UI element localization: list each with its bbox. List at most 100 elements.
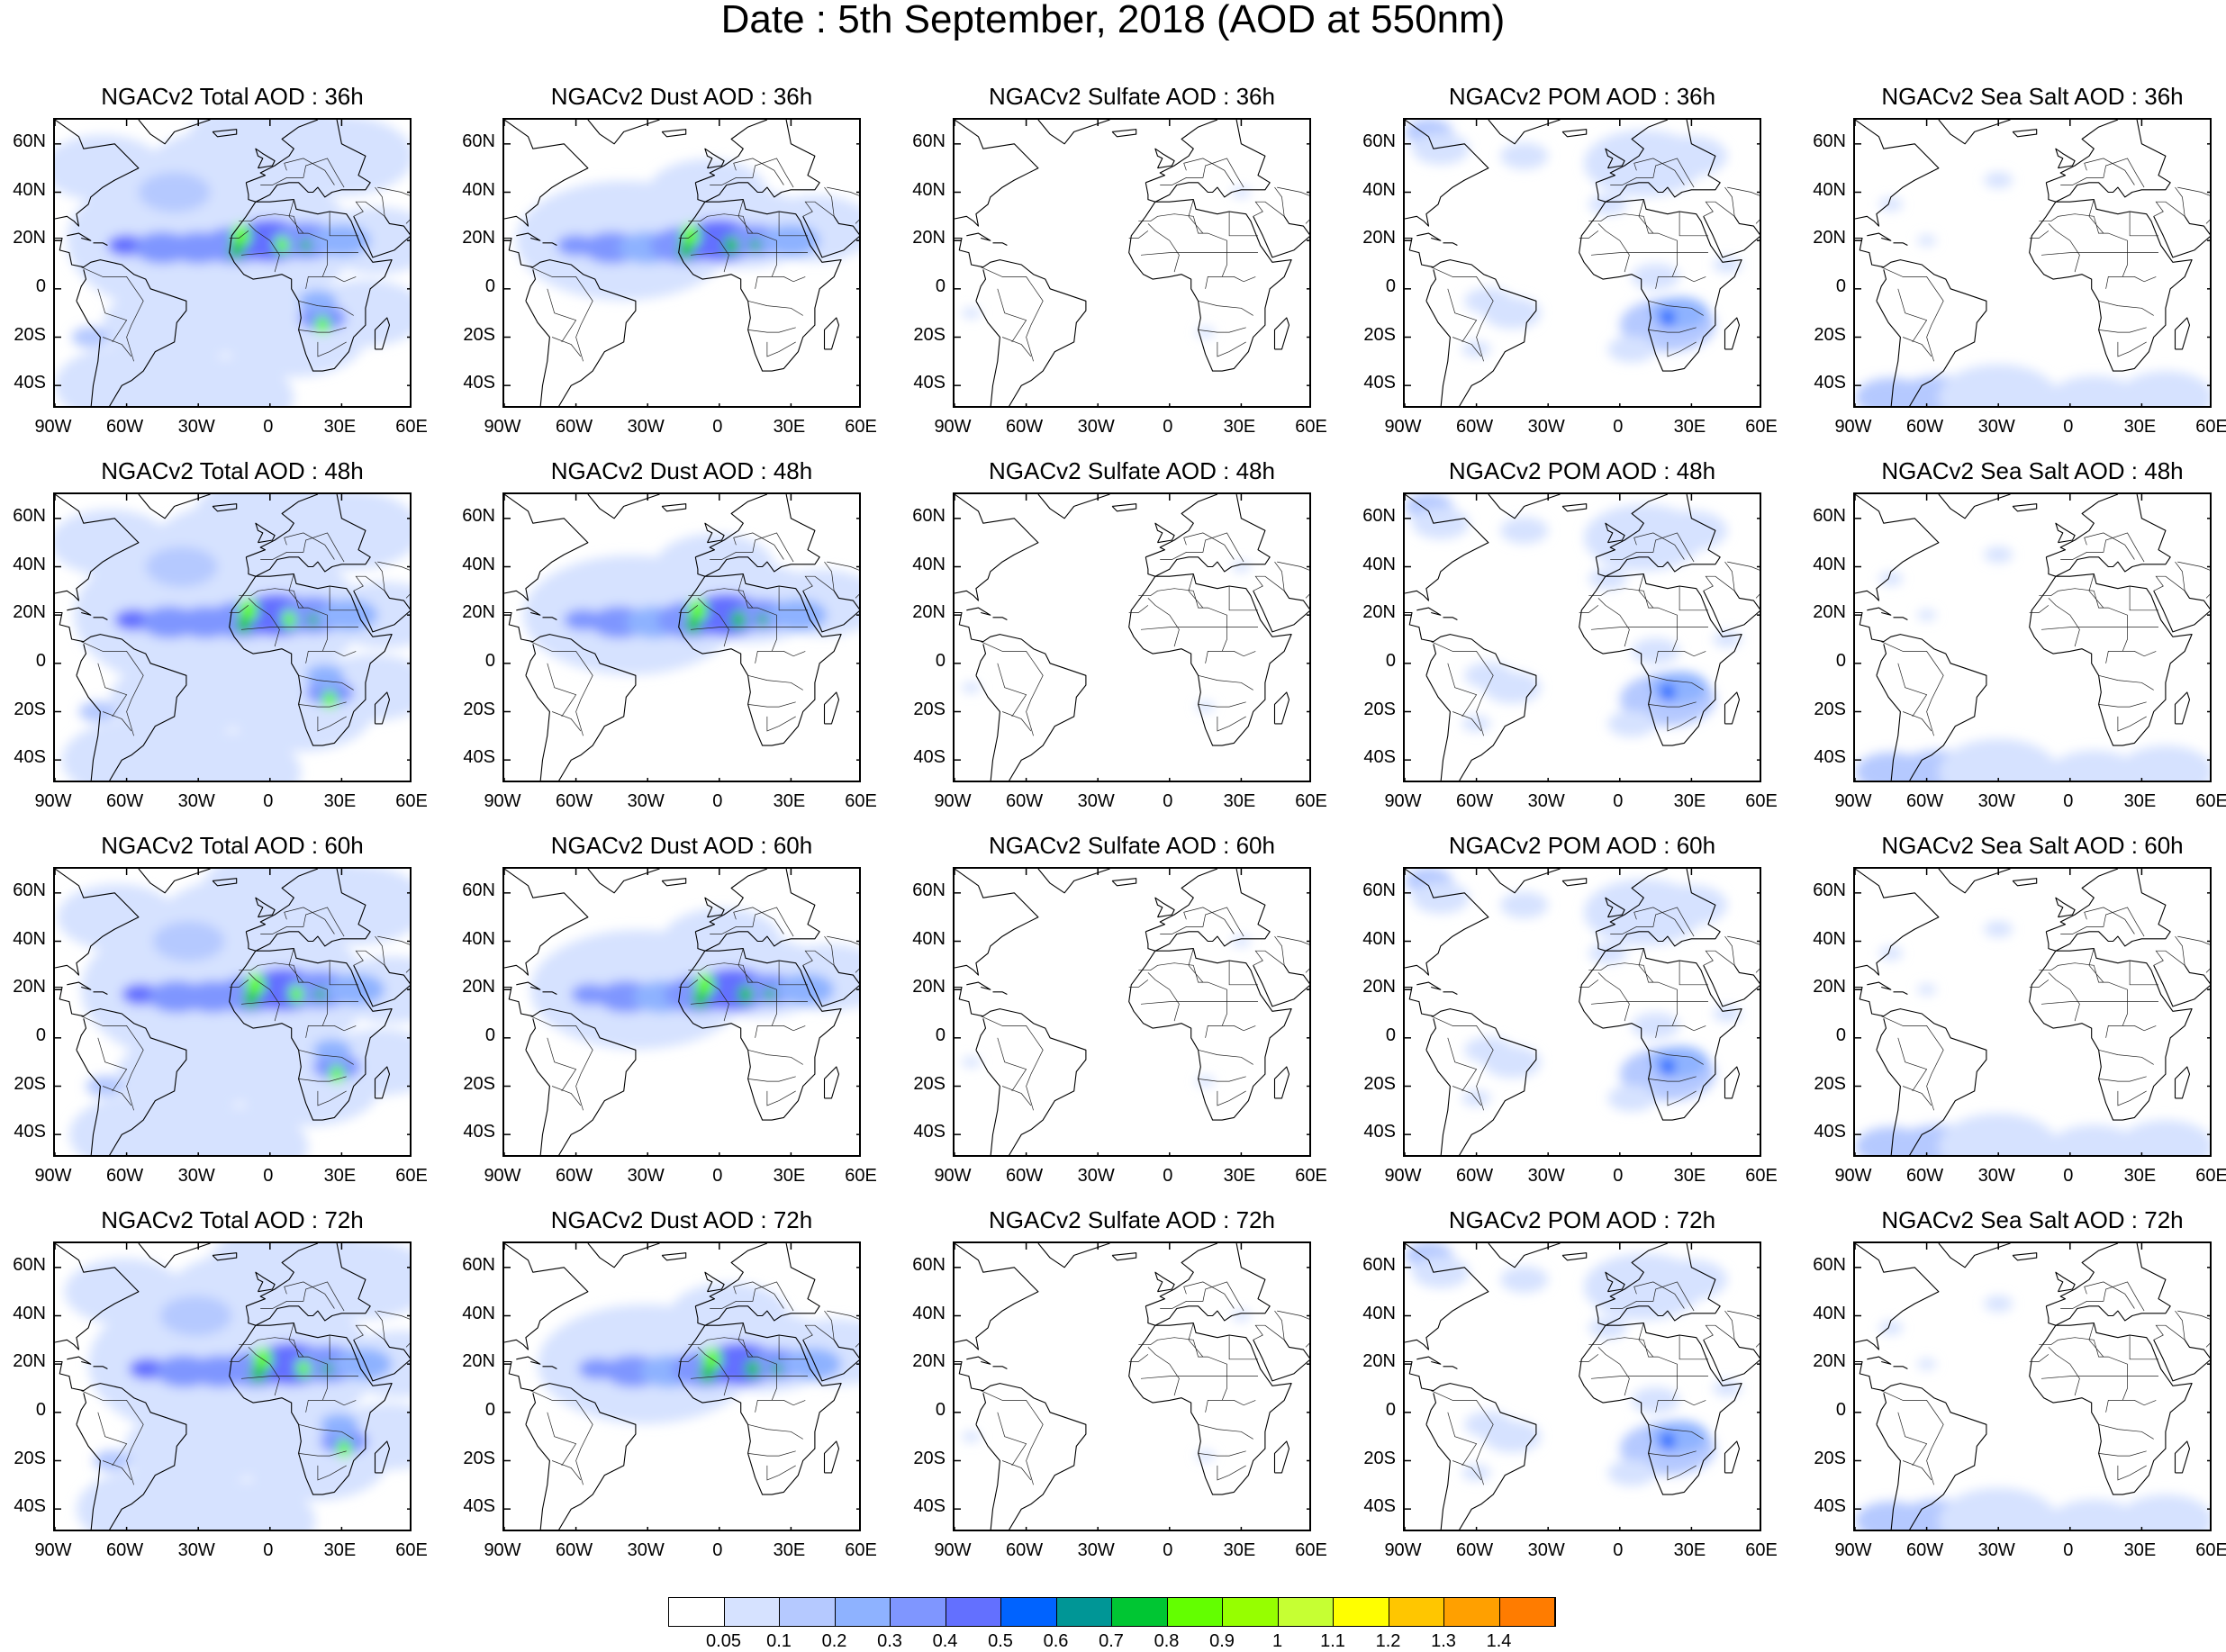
border-segment: [1452, 337, 1482, 357]
border-segment: [678, 605, 699, 613]
coastline-segment: [678, 573, 842, 746]
lat-tick-label: 40N: [912, 1303, 946, 1323]
aod-plume: [1984, 1295, 2013, 1312]
lon-tick-label: 60E: [845, 791, 877, 811]
border-segment: [305, 651, 357, 664]
coastline: [1405, 1243, 1760, 1530]
coastline-segment: [2012, 878, 2038, 887]
border-segment: [766, 1465, 796, 1481]
aod-hotspot: [688, 598, 708, 622]
aod-hotspot: [250, 1365, 266, 1383]
lon-tick-label: 0: [1613, 417, 1624, 437]
coastline-segment: [1154, 897, 1175, 918]
lon-tick-label: 60W: [556, 791, 593, 811]
map-panel: [53, 492, 412, 782]
lon-tick-label: 60W: [1456, 791, 1494, 811]
border-segment: [288, 948, 304, 983]
country-borders: [1881, 158, 2210, 362]
coastline-segment: [1416, 232, 1442, 241]
colorbar-swatch: [1444, 1598, 1500, 1626]
border-segment: [733, 1281, 784, 1309]
coastline-segment: [1855, 1360, 1987, 1530]
panel-title: NGACv2 Sulfate AOD : 60h: [989, 832, 1275, 859]
coastline-segment: [955, 986, 1087, 1155]
border-segment: [102, 337, 132, 357]
lon-tick-label: 30W: [1527, 1540, 1565, 1560]
coastline-segment: [1443, 617, 1458, 620]
aod-field: [55, 120, 410, 406]
border-segment: [298, 674, 354, 691]
coastline-segment: [1405, 1243, 1489, 1350]
coastline-segment: [975, 1393, 987, 1425]
lat-tick-label: 20N: [1813, 228, 1846, 248]
lat-tick-label: 20N: [912, 1351, 946, 1372]
coastline-segment: [695, 120, 768, 184]
border-segment: [710, 158, 794, 188]
border-segment: [2129, 961, 2158, 986]
map-panel: [953, 1241, 1311, 1531]
map-panel: [1853, 867, 2212, 1157]
lat-tick-label: 20S: [463, 1448, 495, 1468]
border-segment: [2105, 1025, 2157, 1038]
coastline-segment: [975, 301, 1000, 406]
coastline-segment: [525, 1393, 537, 1425]
coastline-segment: [1893, 242, 1908, 246]
lat-tick-label: 40N: [13, 928, 46, 949]
border-segment: [1205, 276, 1256, 289]
coastline-segment: [1488, 869, 1561, 894]
lat-tick-label: 20N: [462, 977, 495, 998]
lon-tick-label: 30W: [627, 791, 665, 811]
lat-tick-label: 40S: [463, 747, 495, 768]
aod-hotspot: [229, 241, 244, 259]
aod-hotspot: [301, 239, 311, 251]
border-segment: [1703, 186, 1735, 218]
border-segment: [298, 300, 354, 316]
lon-tick-label: 30E: [1673, 417, 1706, 437]
aod-plume: [305, 664, 345, 687]
aod-plume: [1655, 136, 1728, 176]
border-segment: [2029, 605, 2050, 613]
aod-plume: [116, 1034, 261, 1115]
coastline-segment: [93, 991, 108, 995]
lat-tick-label: 40N: [462, 554, 495, 574]
aod-plume: [1655, 510, 1728, 551]
aod-plume: [1588, 194, 1627, 215]
coastline-segment: [2055, 148, 2076, 169]
aod-field: [1855, 921, 2210, 1155]
border-segment: [2088, 948, 2104, 983]
lat-tick-label: 20N: [912, 602, 946, 623]
coastline-segment: [1405, 986, 1537, 1155]
lon-tick-label: 0: [2063, 1540, 2074, 1560]
border-segment: [1667, 341, 1697, 357]
border-segment: [2088, 573, 2104, 609]
border-segment: [1198, 300, 1253, 316]
border-segment: [284, 158, 335, 185]
coastline-segment: [2012, 503, 2038, 512]
aod-plume: [110, 659, 254, 740]
aod-hotspot: [289, 985, 303, 1004]
coastline-segment: [2055, 897, 2076, 918]
lat-tick-label: 40N: [462, 1303, 495, 1323]
border-segment: [827, 186, 859, 224]
lon-tick-label: 60E: [395, 417, 428, 437]
border-segment: [229, 230, 249, 239]
lon-tick-label: 90W: [934, 1540, 972, 1560]
border-segment: [2039, 213, 2128, 277]
coastline-segment: [992, 991, 1008, 995]
lon-tick-label: 30E: [2123, 1166, 2157, 1186]
border-segment: [1902, 1460, 1932, 1481]
coastline-segment: [93, 1366, 108, 1369]
aod-plume: [1231, 1310, 1252, 1322]
lon-tick-label: 30W: [627, 1540, 665, 1560]
coastline-segment: [2045, 1243, 2171, 1326]
coastline-segment: [704, 1271, 725, 1293]
border-segment: [1217, 341, 1246, 357]
border-segment: [1001, 1086, 1032, 1106]
aod-hotspot: [275, 236, 290, 255]
border-segment: [802, 561, 835, 592]
border-segment: [1902, 1086, 1932, 1106]
coastline-segment: [694, 1243, 820, 1326]
coastline-segment: [1443, 991, 1458, 995]
border-segment: [981, 641, 1044, 736]
border-segment: [377, 935, 410, 973]
